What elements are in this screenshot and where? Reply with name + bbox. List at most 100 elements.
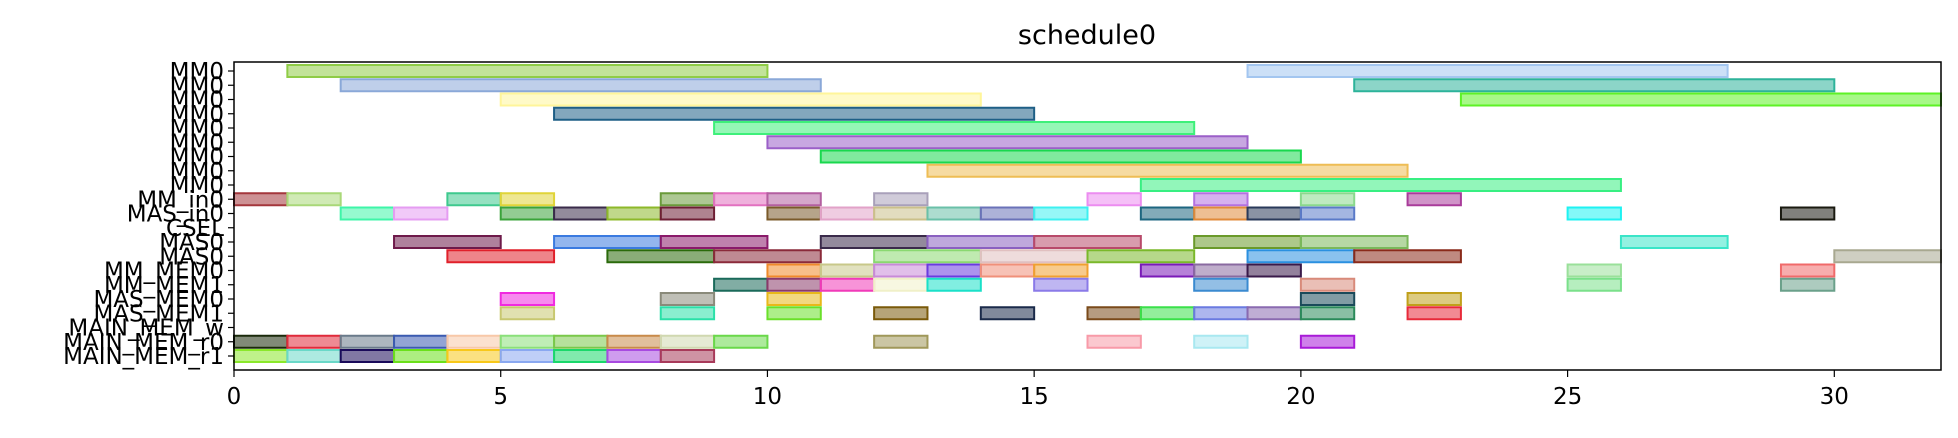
task-bar [233,192,289,207]
task-bar [1193,235,1302,249]
task-bar [1086,249,1196,264]
task-bar [766,263,822,278]
task-bar [446,192,502,207]
task-bar [819,277,876,292]
task-bar [1033,206,1089,221]
task-bar [339,334,396,349]
y-tick-label: MM0 [170,73,224,99]
task-bar [553,235,662,249]
task-bar [446,249,556,264]
task-bar [979,206,1036,221]
task-bar [766,292,822,306]
y-tick-label: MM0 [170,173,224,199]
y-tick-label: MM0 [170,102,224,128]
task-bar [286,192,342,207]
task-bar [1406,192,1462,207]
task-bar [1193,334,1249,349]
task-bar [659,292,716,306]
task-bar [873,334,929,349]
task-bar [606,349,662,363]
task-bar [286,334,342,349]
task-bar [1086,306,1142,321]
x-axis: 0 5 10 15 20 25 30 [227,370,1849,410]
y-tick-label: MAIN_MEM_r1 [63,344,224,370]
task-bar [819,206,876,221]
task-bar [979,249,1089,264]
task-bar [713,192,769,207]
task-bar [1566,206,1622,221]
task-bar [1139,263,1196,278]
task-bar [1246,64,1729,78]
task-bar [873,263,929,278]
y-tick-label: MAS0 [159,244,224,270]
y-axis: MM0MM0MM0MM0MM0MM0MM0MM0MM0MM_in0MAS_in0… [63,59,234,370]
task-bar [393,334,449,349]
task-bar [1299,235,1409,249]
task-bar [926,206,982,221]
y-tick-label: MM_MEM1 [104,273,224,299]
task-bar [1833,249,1942,264]
task-bar [713,334,769,349]
task-bar [1299,206,1356,221]
task-bar [873,249,982,264]
task-bar [1353,249,1462,264]
task-bar [713,249,822,264]
task-bar [1406,306,1462,321]
task-bar [499,349,556,363]
task-bar [553,334,609,349]
task-bar [499,192,556,207]
task-bar [339,78,822,93]
task-bar [659,192,716,207]
task-bar [1193,263,1249,278]
task-bar [233,349,289,363]
task-bar [926,235,1036,249]
task-bar [659,349,716,363]
x-tick-label: 15 [1020,384,1049,410]
task-bar [659,206,716,221]
task-bar [1246,249,1356,264]
task-bar [1193,306,1249,321]
task-bar [553,349,609,363]
task-bar [873,306,929,321]
x-tick-label: 0 [227,384,242,410]
task-bar [659,334,716,349]
task-bar [766,306,822,321]
task-bar [499,334,556,349]
x-tick-label: 10 [753,384,782,410]
x-tick-label: 20 [1286,384,1315,410]
task-bar [713,121,1196,135]
task-bar [1086,334,1142,349]
task-bar [819,235,929,249]
task-bar [1246,306,1302,321]
y-tick-label: MM0 [170,116,224,142]
task-bar [1353,78,1836,93]
task-bar [1406,292,1462,306]
task-bar [1033,277,1089,292]
chart-title: schedule0 [1018,20,1156,51]
task-bar [873,206,929,221]
x-tick-label: 25 [1553,384,1582,410]
task-bar [979,306,1036,321]
x-tick-label: 5 [493,384,508,410]
y-tick-label: MM0 [170,145,224,171]
task-bar [339,206,396,221]
task-bar [873,277,929,292]
task-bar [553,106,1036,121]
task-bar [286,349,342,363]
task-bar [499,292,556,306]
task-bar [659,306,716,321]
task-bar [1246,206,1302,221]
task-bar [446,349,502,363]
task-bar [339,349,396,363]
y-tick-label: MAS_in0 [127,202,224,228]
task-bar [233,334,289,349]
task-bar [1459,92,1942,107]
task-bar [1779,277,1836,292]
task-bar [286,64,769,78]
task-bar [499,206,556,221]
task-bar [926,277,982,292]
x-tick-label: 30 [1820,384,1849,410]
task-bar [819,263,876,278]
y-tick-label: CSEL [166,216,224,242]
